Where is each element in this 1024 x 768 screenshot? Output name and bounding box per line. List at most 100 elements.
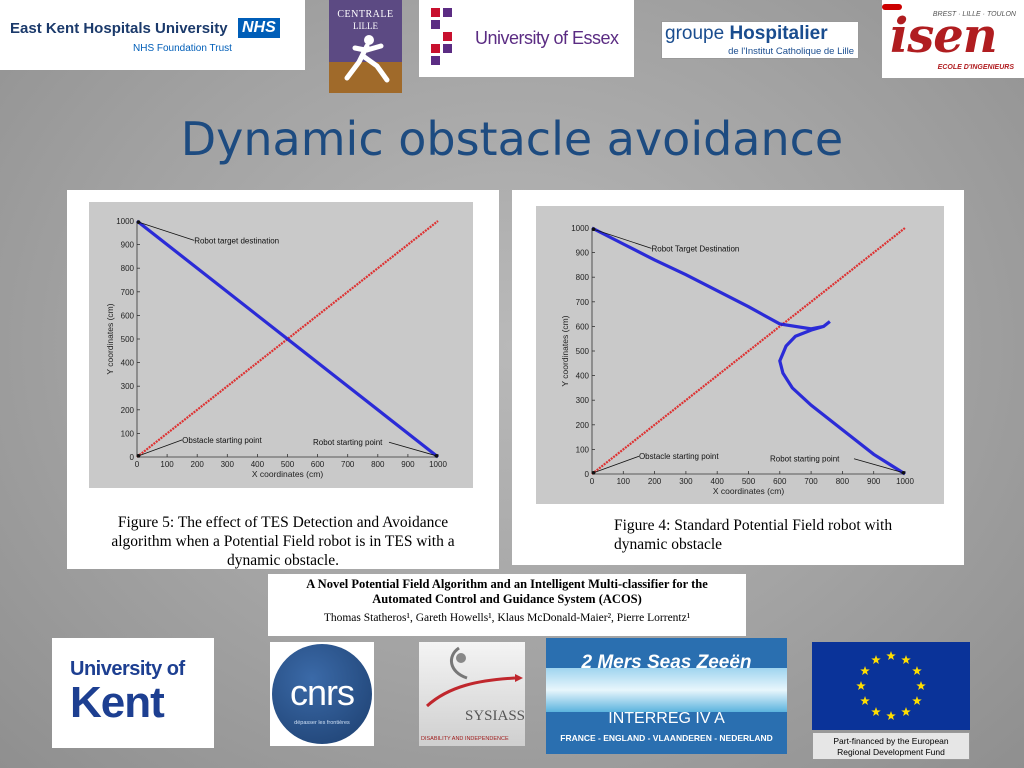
eu-flag bbox=[812, 642, 970, 730]
figure-left-plot-area bbox=[89, 202, 473, 488]
obstacle-annotation-label: Obstacle starting point bbox=[639, 452, 719, 461]
x-tick-label: 0 bbox=[590, 477, 595, 486]
interreg-logo: 2 Mers Seas Zeeën INTERREG IV A FRANCE -… bbox=[546, 638, 787, 754]
y-tick-label: 1000 bbox=[116, 217, 134, 226]
y-tick-label: 700 bbox=[121, 288, 135, 297]
y-tick-label: 300 bbox=[576, 396, 590, 405]
target-annotation-arrow bbox=[593, 228, 652, 249]
essex-logo: University of Essex bbox=[419, 0, 634, 77]
y-axis-label: Y coordinates (cm) bbox=[560, 315, 570, 386]
x-tick-label: 500 bbox=[742, 477, 756, 486]
interreg-wave-band bbox=[546, 668, 787, 712]
sysiass-swoosh-icon bbox=[425, 646, 523, 708]
sysiass-tagline: DISABILITY AND INDEPENDENCE bbox=[421, 736, 509, 742]
runner-figure-icon bbox=[329, 35, 402, 93]
figure-left-caption-line3: dynamic obstacle. bbox=[227, 552, 339, 569]
target-annotation-arrow bbox=[138, 221, 195, 241]
eu-caption-line2: Regional Development Fund bbox=[837, 747, 945, 757]
x-tick-label: 400 bbox=[711, 477, 725, 486]
y-tick-label: 500 bbox=[576, 347, 590, 356]
cnrs-tagline: dépasser les frontières bbox=[294, 720, 350, 726]
eu-star bbox=[860, 666, 870, 676]
robot-path-series bbox=[591, 226, 906, 476]
centrale-lille-logo: CENTRALE LILLE bbox=[329, 0, 402, 93]
y-tick-label: 200 bbox=[576, 421, 590, 430]
x-tick-label: 600 bbox=[773, 477, 787, 486]
x-tick-label: 1000 bbox=[429, 460, 447, 469]
essex-emblem-icon bbox=[431, 8, 452, 65]
y-tick-label: 100 bbox=[576, 445, 590, 454]
y-tick-label: 0 bbox=[585, 470, 590, 479]
eu-star bbox=[871, 706, 881, 717]
y-tick-label: 400 bbox=[121, 359, 135, 368]
y-tick-label: 600 bbox=[121, 311, 135, 320]
figure-left-caption-line1: Figure 5: The effect of TES Detection an… bbox=[117, 514, 449, 531]
eu-star bbox=[916, 681, 926, 691]
x-tick-label: 200 bbox=[191, 460, 205, 469]
obstacle-annotation-arrowhead bbox=[136, 454, 141, 458]
y-tick-label: 600 bbox=[576, 322, 590, 331]
x-tick-label: 800 bbox=[836, 477, 850, 486]
sysiass-name: SYSIASS bbox=[465, 708, 525, 724]
isen-subtitle: ECOLE D'INGENIEURS bbox=[937, 64, 1014, 71]
y-tick-label: 400 bbox=[576, 372, 590, 381]
x-tick-label: 600 bbox=[311, 460, 325, 469]
figure-right-caption-line2: dynamic obstacle bbox=[614, 536, 723, 553]
ghicl-logo: groupe Hospitalier de l'Institut Catholi… bbox=[661, 21, 859, 59]
cnrs-name: cnrs bbox=[289, 672, 355, 713]
eu-star bbox=[856, 681, 866, 691]
y-axis-label: Y coordinates (cm) bbox=[105, 303, 115, 374]
obstacle-annotation-arrowhead bbox=[591, 470, 596, 475]
y-tick-label: 300 bbox=[121, 382, 135, 391]
figure-right-chart: 0 100 200 300 400 500 600 700 800 900 1000 0 100 200 3… bbox=[560, 224, 914, 496]
y-tick-label: 800 bbox=[576, 273, 590, 282]
eu-star bbox=[912, 666, 922, 676]
figure-left-panel: 0 100 200 300 400 500 600 700 800 900 1000 0 100 200 3… bbox=[67, 190, 499, 569]
ghicl-groupe: groupe bbox=[665, 23, 725, 44]
x-tick-label: 200 bbox=[648, 477, 662, 486]
kent-logo: University of Kent bbox=[52, 638, 214, 748]
x-tick-label: 100 bbox=[617, 477, 631, 486]
eu-star bbox=[901, 655, 911, 665]
x-tick-label: 300 bbox=[679, 477, 693, 486]
x-tick-label: 100 bbox=[160, 460, 174, 469]
figure-right-caption: Figure 4: Standard Potential Field robot… bbox=[614, 516, 892, 554]
obstacle-annotation-arrow bbox=[138, 439, 183, 457]
cnrs-logo: cnrs dépasser les frontières bbox=[270, 642, 374, 746]
target-annotation-label: Robot target destination bbox=[194, 236, 279, 245]
eu-caption-line1: Part-financed by the European bbox=[833, 736, 949, 746]
robot-annotation-label: Robot starting point bbox=[770, 455, 840, 464]
eu-star bbox=[860, 696, 870, 706]
y-tick-label: 800 bbox=[121, 264, 135, 273]
figure-right-panel: 0 100 200 300 400 500 600 700 800 900 1000 0 100 200 3… bbox=[512, 190, 964, 565]
y-tick-label: 1000 bbox=[571, 224, 589, 233]
obstacle-annotation-label: Obstacle starting point bbox=[182, 436, 262, 445]
slide-title: Dynamic obstacle avoidance bbox=[180, 112, 844, 166]
robot-annotation-label: Robot starting point bbox=[313, 438, 383, 447]
target-annotation-label: Robot Target Destination bbox=[651, 244, 739, 253]
eu-star bbox=[871, 655, 881, 665]
centrale-line2: LILLE bbox=[353, 21, 378, 31]
kent-line1: University of bbox=[70, 658, 185, 680]
obstacle-annotation-arrow bbox=[593, 455, 640, 474]
eu-star bbox=[886, 711, 896, 721]
x-tick-label: 500 bbox=[281, 460, 295, 469]
robot-annotation-arrow bbox=[853, 458, 904, 474]
x-tick-label: 900 bbox=[401, 460, 415, 469]
target-annotation-arrowhead bbox=[591, 227, 596, 232]
sysiass-logo: SYSIASS DISABILITY AND INDEPENDENCE bbox=[419, 642, 525, 746]
y-tick-label: 900 bbox=[121, 241, 135, 250]
robot-annotation-arrow bbox=[388, 441, 437, 457]
nhs-badge: NHS bbox=[238, 18, 280, 38]
robot-annotation-arrowhead bbox=[901, 470, 906, 475]
target-annotation-arrowhead bbox=[136, 220, 141, 224]
x-tick-label: 300 bbox=[221, 460, 235, 469]
paper-reference: A Novel Potential Field Algorithm and an… bbox=[268, 574, 746, 636]
isen-swoosh bbox=[882, 4, 902, 10]
y-tick-label: 200 bbox=[121, 406, 135, 415]
eu-star bbox=[886, 651, 896, 661]
y-tick-label: 500 bbox=[121, 335, 135, 344]
figure-left-caption: Figure 5: The effect of TES Detection an… bbox=[67, 513, 499, 570]
eu-star bbox=[901, 706, 911, 717]
ekhu-name: East Kent Hospitals University bbox=[10, 20, 228, 37]
